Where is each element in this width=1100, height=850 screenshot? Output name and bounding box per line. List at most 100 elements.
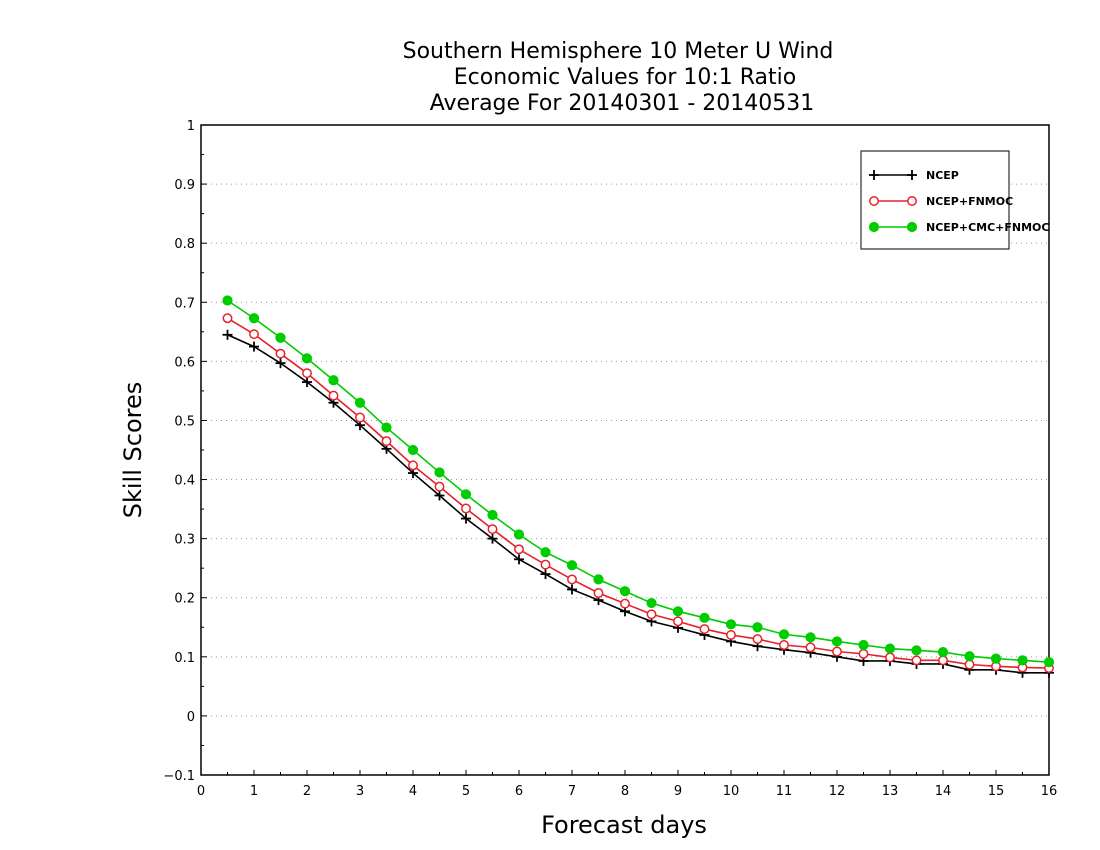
data-point [832, 646, 842, 657]
data-point [805, 642, 816, 653]
data-point [646, 597, 657, 609]
data-point [487, 524, 498, 535]
data-point [593, 588, 604, 598]
data-point [434, 490, 445, 501]
x-tick-label: 5 [462, 784, 470, 799]
y-tick-label: 0.8 [174, 237, 195, 252]
data-point [620, 598, 630, 609]
legend-label: NCEP [926, 169, 959, 182]
data-point [1017, 655, 1028, 666]
legend-label: NCEP+FNMOC [926, 195, 1013, 208]
data-point [990, 653, 1002, 664]
data-point [540, 547, 551, 558]
series-line [227, 334, 1049, 674]
data-point [699, 624, 710, 634]
y-tick-label: 0.6 [174, 355, 195, 370]
legend-marker [869, 196, 879, 206]
y-axis-label: Skill Scores [119, 382, 147, 519]
data-point [222, 329, 233, 340]
data-point [487, 509, 498, 521]
data-point [752, 622, 763, 633]
series-3 [222, 295, 1055, 668]
x-axis-label: Forecast days [541, 811, 707, 839]
y-tick-label: 0.7 [174, 296, 195, 311]
y-axis-ticks: −0.1 0 0.1 0.2 0.3 0.4 0.5 0.6 0.7 0.8 0.9 1 [163, 119, 207, 784]
data-point [858, 639, 869, 651]
x-tick-label: 1 [250, 784, 258, 799]
x-axis-ticks: 0 1 2 3 4 5 6 7 8 9 10 11 12 13 14 15 16 [197, 770, 1057, 799]
data-point [461, 503, 471, 514]
data-point [248, 313, 260, 324]
data-point [938, 655, 948, 666]
data-point [249, 329, 259, 340]
x-tick-label: 10 [723, 784, 740, 799]
data-point [672, 606, 684, 617]
title-line-2: Economic Values for 10:1 Ratio [454, 65, 796, 90]
data-point [487, 533, 498, 544]
y-tick-label: 1 [187, 119, 195, 134]
x-tick-label: 16 [1041, 784, 1058, 799]
x-tick-label: 11 [776, 784, 793, 799]
data-point [222, 295, 233, 306]
data-point [460, 489, 472, 500]
legend-entry: NCEP+FNMOC [869, 195, 1013, 208]
data-point [831, 636, 843, 647]
legend-marker [868, 221, 880, 233]
x-tick-label: 13 [882, 784, 899, 799]
y-tick-label: 0 [187, 710, 195, 725]
data-point [937, 646, 949, 658]
data-point [567, 584, 577, 595]
x-tick-label: 14 [935, 784, 952, 799]
data-point [699, 612, 710, 623]
data-point [355, 412, 365, 423]
chart-title: Southern Hemisphere 10 Meter U Wind Econ… [403, 39, 834, 116]
x-tick-label: 0 [197, 784, 205, 799]
x-tick-label: 12 [829, 784, 846, 799]
x-tick-label: 7 [568, 784, 576, 799]
data-point [778, 629, 790, 640]
data-point [328, 390, 339, 401]
data-point [567, 574, 577, 585]
data-point [407, 444, 419, 456]
y-tick-label: 0.3 [174, 533, 195, 548]
data-point [301, 353, 313, 364]
legend-marker [907, 196, 917, 206]
data-point [885, 652, 895, 663]
y-tick-label: 0.4 [174, 474, 195, 489]
data-point [725, 619, 737, 630]
data-point [408, 460, 418, 471]
data-point [726, 630, 736, 640]
grid [201, 183, 1049, 717]
x-tick-label: 2 [303, 784, 311, 799]
legend-entry: NCEP+CMC+FNMOC [868, 221, 1049, 234]
x-tick-label: 4 [409, 784, 417, 799]
title-line-3: Average For 20140301 - 20140531 [430, 91, 815, 116]
data-point [964, 659, 975, 670]
data-point [461, 513, 471, 524]
data-point [275, 348, 286, 359]
data-point [858, 648, 869, 659]
data-point [566, 560, 578, 571]
data-point [540, 569, 551, 580]
data-point [381, 422, 392, 433]
data-point [514, 544, 524, 555]
data-point [354, 397, 366, 408]
series-layer [222, 295, 1055, 678]
x-tick-label: 8 [621, 784, 629, 799]
title-line-1: Southern Hemisphere 10 Meter U Wind [403, 39, 834, 64]
legend-marker [907, 170, 917, 180]
data-point [884, 643, 896, 654]
y-tick-label: 0.2 [174, 592, 195, 607]
data-point [779, 640, 789, 650]
legend-marker [869, 170, 879, 180]
legend-entry: NCEP [869, 169, 959, 182]
data-point [275, 332, 286, 343]
legend-label: NCEP+CMC+FNMOC [926, 221, 1049, 234]
data-point [275, 358, 286, 369]
data-point [249, 341, 259, 352]
legend: NCEP NCEP+FNMOC NCEP+CMC+FNMOC [860, 150, 1049, 250]
data-point [434, 467, 445, 478]
x-tick-label: 6 [515, 784, 523, 799]
y-tick-label: 0.9 [174, 178, 195, 193]
